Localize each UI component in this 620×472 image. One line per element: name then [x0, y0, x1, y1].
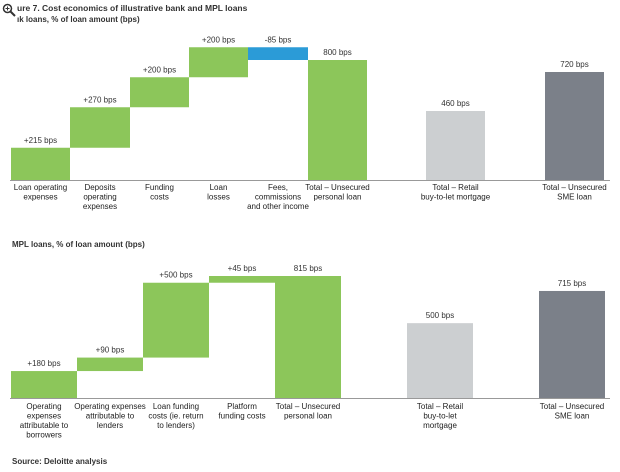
chart-2-bar-1 [11, 371, 77, 398]
chart-2-value-label-7: 715 bps [558, 279, 586, 288]
chart-2-bar-7 [539, 290, 605, 398]
chart-2-category-label-6: Total – Retail buy-to-let mortgage [417, 402, 463, 430]
chart-1-category-label-1: Loan operating expenses [14, 183, 67, 202]
chart-2-bar-4 [209, 276, 275, 283]
chart-1-bar-4 [189, 47, 248, 78]
chart-2-bar-3 [143, 282, 209, 358]
chart-1-category-label-6: Total – Unsecured personal loan [305, 183, 369, 202]
chart-1-bar-2 [70, 107, 130, 148]
chart-1-value-label-3: +200 bps [143, 65, 176, 74]
chart-2-value-label-6: 500 bps [426, 311, 454, 320]
chart-1-value-label-8: 720 bps [560, 60, 588, 69]
chart-1-title: ık loans, % of loan amount (bps) [17, 15, 140, 24]
chart-1-category-label-3: Funding costs [145, 183, 174, 202]
source-note: Source: Deloitte analysis [12, 457, 108, 466]
chart-2-bar-6 [407, 323, 473, 398]
chart-2-value-label-3: +500 bps [159, 271, 192, 280]
chart-1-bar-6 [308, 60, 367, 180]
chart-1-value-label-5: -85 bps [265, 35, 292, 44]
chart-2-category-label-5: Total – Unsecured personal loan [276, 402, 340, 421]
chart-2-category-label-3: Loan funding costs (ie. return to lenders) [148, 402, 203, 430]
chart-1-value-label-1: +215 bps [24, 136, 57, 145]
chart-1-category-label-8: Total – Unsecured SME loan [542, 183, 606, 202]
chart-2-title: MPL loans, % of loan amount (bps) [12, 240, 145, 249]
figure-title: ure 7. Cost economics of illustrative ba… [17, 3, 248, 13]
chart-1-category-label-2: Deposits operating expenses [83, 183, 117, 211]
chart-2-bar-2 [77, 357, 143, 372]
chart-1-bar-7 [426, 111, 485, 180]
chart-2-category-label-2: Operating expenses attributable to lenders [74, 402, 146, 430]
chart-1-bar-8 [545, 72, 604, 180]
chart-1-value-label-6: 800 bps [323, 48, 351, 57]
chart-2-value-label-2: +90 bps [96, 346, 125, 355]
chart-2-bar-5 [275, 276, 341, 398]
chart-2-category-label-1: Operating expenses attributable to borrower… [20, 402, 69, 440]
chart-1-value-label-7: 460 bps [441, 99, 469, 108]
chart-2-value-label-4: +45 bps [228, 264, 257, 273]
chart-1-bar-1 [11, 147, 70, 180]
chart-1-category-label-5: Fees, commissions and other income [247, 183, 309, 211]
chart-1-value-label-4: +200 bps [202, 35, 235, 44]
chart-1-category-label-4: Loan losses [207, 183, 230, 202]
chart-2-value-label-5: 815 bps [294, 264, 322, 273]
chart-1-bar-3 [130, 77, 189, 108]
chart-2-category-label-7: Total – Unsecured SME loan [540, 402, 604, 421]
chart-1-value-label-2: +270 bps [83, 95, 116, 104]
chart-2-value-label-1: +180 bps [27, 359, 60, 368]
zoom-icon[interactable] [2, 3, 16, 17]
chart-1-category-label-7: Total – Retail buy-to-let mortgage [421, 183, 491, 202]
chart-1-bar-5 [248, 47, 308, 60]
chart-2-category-label-4: Platform funding costs [218, 402, 265, 421]
